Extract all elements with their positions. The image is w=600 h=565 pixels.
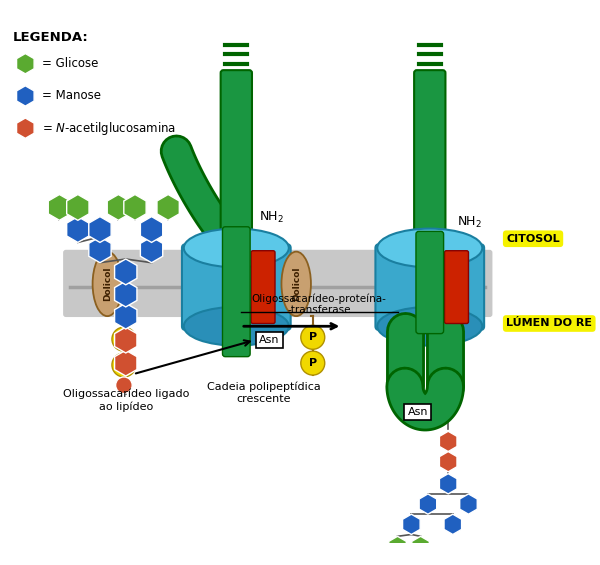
Polygon shape bbox=[48, 194, 71, 220]
Text: NH$_2$: NH$_2$ bbox=[457, 215, 482, 229]
FancyBboxPatch shape bbox=[63, 250, 493, 317]
Polygon shape bbox=[157, 194, 179, 220]
Text: NH$_2$: NH$_2$ bbox=[259, 210, 284, 225]
Polygon shape bbox=[17, 118, 34, 138]
Text: Oligossacarídeo-proteína-
-transferase: Oligossacarídeo-proteína- -transferase bbox=[252, 293, 386, 315]
Polygon shape bbox=[115, 327, 137, 353]
Polygon shape bbox=[67, 194, 89, 220]
Ellipse shape bbox=[184, 307, 289, 346]
Text: Dolicol: Dolicol bbox=[103, 267, 112, 301]
Polygon shape bbox=[89, 216, 111, 242]
FancyBboxPatch shape bbox=[251, 251, 275, 324]
Polygon shape bbox=[460, 494, 477, 514]
Polygon shape bbox=[89, 237, 111, 263]
Ellipse shape bbox=[184, 229, 289, 267]
FancyBboxPatch shape bbox=[221, 70, 252, 260]
Polygon shape bbox=[403, 514, 420, 534]
Polygon shape bbox=[115, 281, 137, 307]
Text: LÚMEN DO RE: LÚMEN DO RE bbox=[506, 319, 592, 328]
Text: CITOSOL: CITOSOL bbox=[506, 234, 560, 244]
Polygon shape bbox=[140, 216, 163, 242]
Ellipse shape bbox=[281, 251, 311, 316]
Text: = $N$-acetilglucosamina: = $N$-acetilglucosamina bbox=[42, 120, 176, 137]
Text: P: P bbox=[120, 360, 128, 370]
Ellipse shape bbox=[377, 229, 482, 267]
Polygon shape bbox=[439, 451, 457, 472]
Polygon shape bbox=[439, 473, 457, 494]
Text: = Glicose: = Glicose bbox=[42, 57, 98, 70]
Polygon shape bbox=[17, 86, 34, 106]
Ellipse shape bbox=[92, 251, 122, 316]
Polygon shape bbox=[389, 536, 406, 557]
Polygon shape bbox=[419, 494, 437, 514]
Ellipse shape bbox=[112, 327, 136, 351]
Polygon shape bbox=[115, 303, 137, 329]
Polygon shape bbox=[17, 54, 34, 74]
Polygon shape bbox=[444, 514, 461, 534]
Text: P: P bbox=[309, 332, 317, 342]
Text: Dolicol: Dolicol bbox=[292, 267, 301, 301]
Polygon shape bbox=[124, 194, 146, 220]
Text: Asn: Asn bbox=[259, 335, 280, 345]
Polygon shape bbox=[67, 216, 89, 242]
Text: P: P bbox=[120, 334, 128, 344]
FancyBboxPatch shape bbox=[223, 227, 250, 357]
Polygon shape bbox=[439, 431, 457, 451]
Polygon shape bbox=[115, 350, 137, 376]
FancyBboxPatch shape bbox=[445, 251, 469, 324]
Polygon shape bbox=[115, 259, 137, 285]
FancyBboxPatch shape bbox=[416, 232, 443, 333]
Text: Asn: Asn bbox=[407, 407, 428, 417]
Polygon shape bbox=[107, 194, 130, 220]
Text: = Manose: = Manose bbox=[42, 89, 101, 102]
FancyBboxPatch shape bbox=[182, 244, 290, 330]
Ellipse shape bbox=[116, 377, 132, 393]
Text: Oligossacarídeo ligado
ao lipídeo: Oligossacarídeo ligado ao lipídeo bbox=[62, 389, 189, 412]
FancyBboxPatch shape bbox=[376, 244, 484, 330]
Ellipse shape bbox=[112, 353, 136, 377]
FancyBboxPatch shape bbox=[414, 70, 445, 260]
Text: P: P bbox=[309, 358, 317, 368]
Text: LEGENDA:: LEGENDA: bbox=[13, 32, 88, 45]
Ellipse shape bbox=[377, 307, 482, 346]
Polygon shape bbox=[140, 237, 163, 263]
Polygon shape bbox=[412, 536, 430, 557]
Ellipse shape bbox=[301, 325, 325, 349]
Ellipse shape bbox=[301, 351, 325, 375]
Text: Cadeia polipeptídica
crescente: Cadeia polipeptídica crescente bbox=[207, 381, 321, 403]
